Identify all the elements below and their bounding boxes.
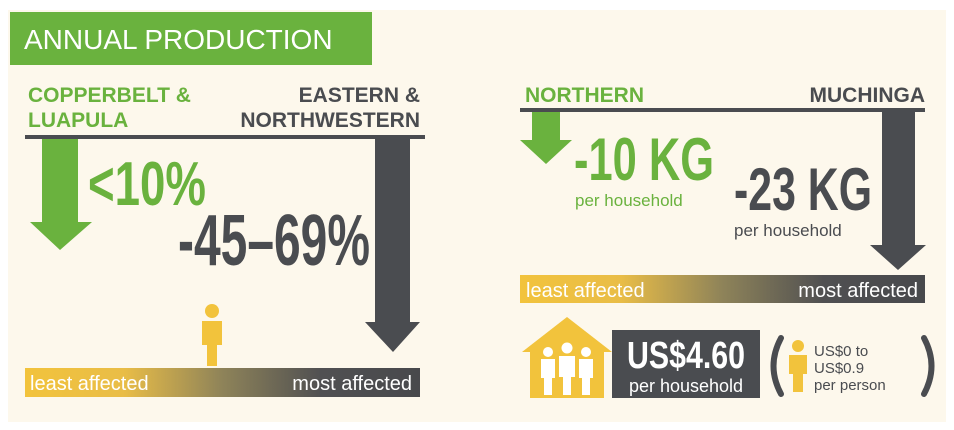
arrow-down: [365, 139, 420, 352]
unit-text: per household: [575, 191, 683, 210]
unit-text: per household: [629, 376, 743, 396]
value-text: US$4.60: [627, 335, 745, 377]
scale-label: most affected: [798, 280, 918, 302]
arrow-down: [30, 139, 92, 250]
value-text: <10%: [88, 150, 206, 219]
header-box: [10, 12, 372, 65]
region-label: NORTHERN: [525, 84, 644, 107]
value-text: -45–69%: [178, 201, 370, 281]
arrow-down: [520, 112, 572, 164]
scale-bar: [25, 368, 420, 397]
person-icon: [202, 304, 222, 366]
region-label: MUCHINGA: [810, 84, 926, 107]
background: [8, 10, 946, 422]
scale-label: least affected: [526, 280, 645, 302]
parenthesis: [921, 335, 935, 397]
region-label: LUAPULA: [28, 109, 128, 132]
scale-label: most affected: [292, 373, 412, 395]
value-text: -23 KG: [734, 156, 872, 223]
note-text: per person: [814, 377, 886, 394]
scale-label: least affected: [30, 373, 149, 395]
person-icon: [789, 340, 807, 392]
arrow-down: [870, 112, 926, 270]
value-text: -10 KG: [574, 126, 714, 193]
region-label: NORTHWESTERN: [240, 109, 420, 132]
baseline: [520, 108, 925, 112]
region-label: COPPERBELT &: [28, 84, 191, 107]
value-box: [612, 330, 760, 398]
scale-bar: [520, 275, 925, 303]
parenthesis: [770, 335, 784, 397]
house-icon: [522, 317, 612, 398]
region-label: EASTERN &: [299, 84, 420, 107]
unit-text: per household: [734, 221, 842, 240]
note-text: US$0.9: [814, 360, 864, 377]
header-title: ANNUAL PRODUCTION: [24, 24, 333, 55]
note-text: US$0 to: [814, 343, 868, 360]
baseline: [25, 135, 425, 139]
